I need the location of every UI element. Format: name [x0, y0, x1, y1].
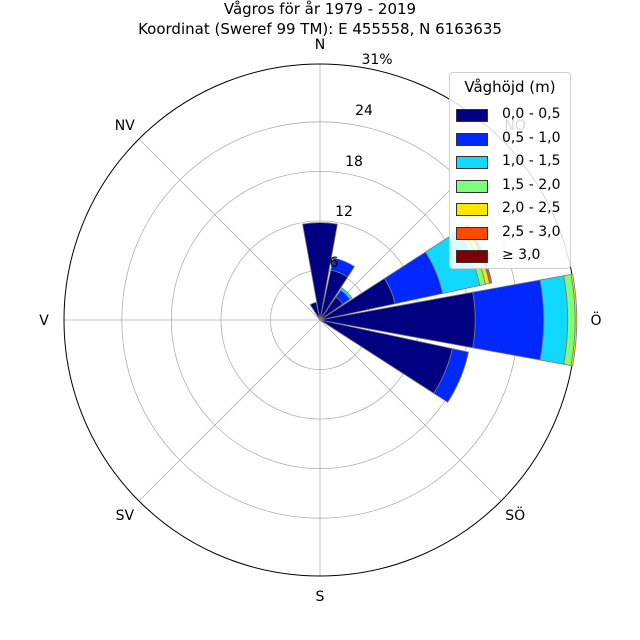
legend: Våghöjd (m) 0,0 - 0,5 0,5 - 1,0 1,0 - 1,5 1… — [449, 72, 571, 269]
legend-label: 1,0 - 1,5 — [502, 153, 561, 169]
legend-swatch — [456, 132, 488, 146]
direction-label: V — [39, 313, 49, 329]
legend-label: 0,5 - 1,0 — [502, 129, 561, 146]
legend-swatch — [456, 179, 488, 193]
legend-swatch — [456, 203, 488, 216]
legend-label: 1,5 - 2,0 — [502, 176, 561, 193]
radial-tick-label: 12 — [335, 204, 353, 220]
rose-bar-segment — [302, 222, 338, 321]
wind-rose-bars — [302, 222, 578, 403]
chart-subtitle: Koordinat (Sweref 99 TM): E 455558, N 61… — [138, 20, 502, 38]
legend-label: ≥ 3,0 — [502, 247, 541, 263]
grid-spoke — [138, 138, 321, 321]
legend-swatch — [456, 226, 488, 240]
legend-swatch — [456, 250, 488, 263]
radial-tick-label: 31% — [361, 52, 392, 68]
grid-spoke — [319, 319, 502, 502]
grid-spoke — [138, 319, 321, 502]
legend-title: Våghöjd (m) — [464, 78, 556, 96]
direction-label: SV — [116, 508, 135, 524]
radial-tick-label: 6 — [330, 255, 339, 271]
direction-label: SÖ — [505, 506, 525, 524]
direction-label: NV — [115, 118, 135, 134]
rose-bar-segment — [309, 301, 321, 321]
rose-bar-segment — [472, 279, 545, 361]
rose-bar-segment — [340, 287, 353, 300]
legend-label: 2,0 - 2,5 — [502, 200, 561, 216]
legend-label: 0,0 - 0,5 — [502, 106, 561, 122]
direction-label: S — [316, 589, 325, 605]
rose-bar-segment — [539, 275, 569, 365]
rose-bar-segment — [330, 257, 355, 278]
radial-tick-label: 24 — [355, 103, 373, 119]
chart-title: Vågros för år 1979 - 2019 — [223, 0, 417, 18]
legend-label: 2,5 - 3,0 — [502, 223, 561, 240]
direction-label: Ö — [590, 311, 601, 329]
legend-swatch — [456, 109, 488, 122]
rose-bar-segment — [570, 273, 578, 367]
direction-label: N — [315, 37, 325, 53]
radial-tick-label: 18 — [345, 154, 363, 170]
legend-swatch — [456, 156, 488, 169]
rose-bar-segment — [433, 348, 469, 403]
